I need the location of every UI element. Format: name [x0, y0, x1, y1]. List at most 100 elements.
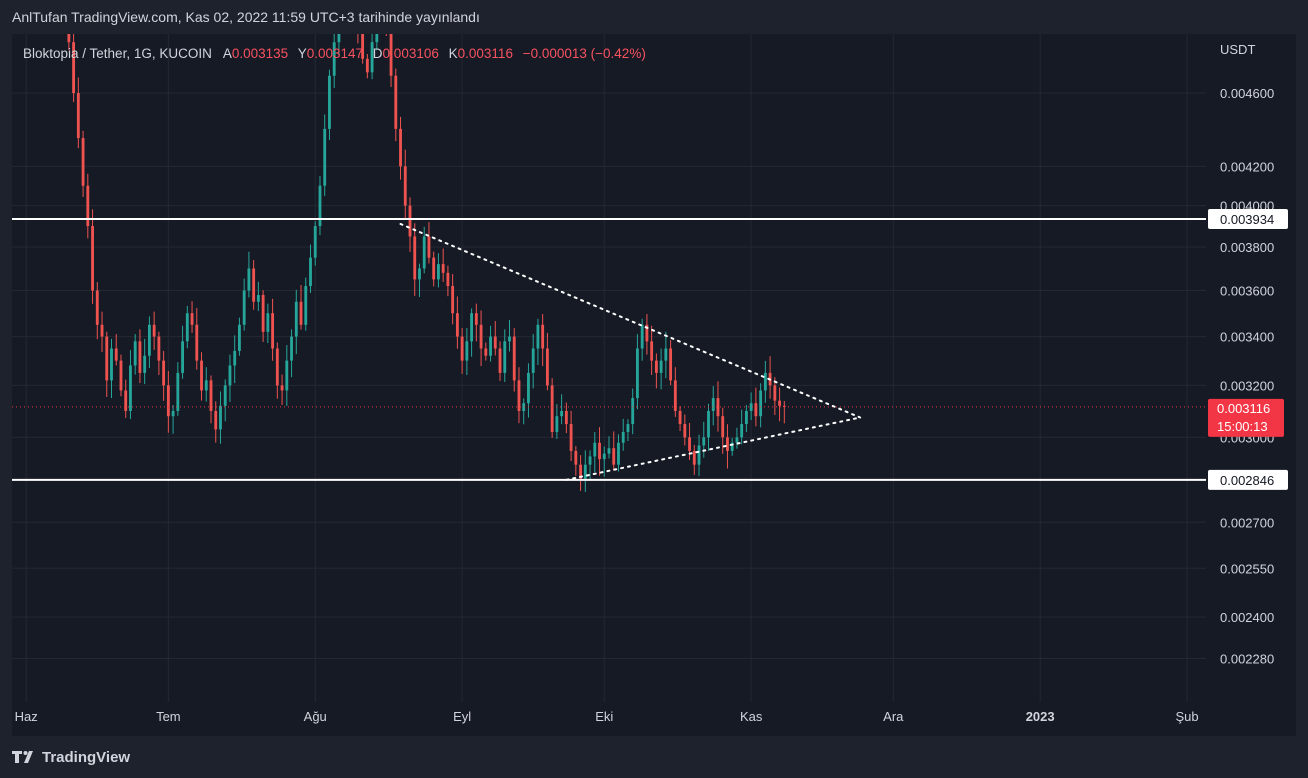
candle	[673, 367, 677, 417]
candle-body	[238, 324, 241, 351]
candle	[138, 329, 142, 384]
triangle-upper-line	[399, 222, 862, 419]
candle-body	[716, 398, 720, 417]
level-price-label-bg	[1208, 469, 1288, 490]
candle	[361, 34, 365, 64]
chart-panel[interactable]: USDT 0.004600 0.004200 0.004000 0.003800 0.00…	[12, 34, 1296, 736]
candle-body	[157, 336, 161, 361]
candle-body	[256, 295, 260, 302]
candle	[328, 69, 331, 141]
level-price-label-text: 0.003934	[1220, 212, 1274, 227]
candle-body	[512, 336, 516, 381]
candle	[437, 253, 440, 288]
candle	[147, 316, 151, 368]
candle-body	[621, 432, 625, 443]
candle-body	[129, 365, 132, 411]
candle	[200, 352, 203, 401]
candle-body	[299, 301, 303, 325]
high-value: 0.003147	[306, 46, 364, 61]
candle	[470, 308, 474, 357]
candle-body	[147, 324, 151, 356]
candle-body	[697, 445, 701, 465]
candle	[114, 334, 118, 366]
candle	[105, 331, 109, 397]
candle-body	[441, 264, 445, 273]
candle	[389, 34, 393, 87]
candle-body	[290, 336, 293, 361]
candle	[385, 34, 387, 37]
candle	[626, 419, 630, 442]
price-tick-label: 0.003800	[1220, 240, 1274, 255]
candle	[721, 407, 725, 454]
candle-body	[460, 336, 464, 361]
candle-body	[323, 128, 327, 186]
price-tick-label: 0.002400	[1220, 610, 1274, 625]
candle	[612, 431, 616, 471]
level-price-label: 0.003934	[1208, 209, 1288, 230]
candle	[726, 424, 729, 469]
candle	[176, 362, 180, 416]
candle	[759, 383, 763, 428]
footer: TradingView	[12, 746, 130, 768]
price-axis: USDT0.0046000.0042000.0040000.0038000.00…	[1206, 34, 1296, 736]
candle-body	[602, 453, 606, 460]
candle	[133, 334, 137, 375]
candle-body	[403, 166, 407, 206]
candle-body	[730, 442, 734, 451]
candle	[773, 376, 777, 416]
tradingview-logo-icon[interactable]	[12, 749, 38, 765]
candle	[536, 318, 540, 366]
candle	[152, 311, 156, 350]
candle	[91, 209, 94, 304]
candle-body	[394, 75, 398, 129]
price-axis-bg	[1206, 34, 1296, 736]
tradingview-brand[interactable]: TradingView	[42, 748, 131, 766]
time-tick-label: Şub	[1175, 709, 1198, 724]
candle-body	[759, 390, 763, 417]
candle-body	[76, 93, 80, 139]
candle	[489, 325, 492, 362]
candle-body	[252, 268, 256, 302]
triangle-lower-line	[565, 416, 862, 481]
candle	[744, 404, 748, 433]
time-tick-label: Ağu	[304, 709, 327, 724]
candle	[271, 298, 275, 361]
candle-body	[171, 410, 175, 417]
candle	[740, 409, 744, 445]
candle	[223, 379, 227, 422]
candle	[427, 222, 431, 264]
candle	[669, 340, 673, 386]
candle-body	[114, 348, 118, 361]
candle-body	[493, 336, 497, 349]
last-price-value: 0.003116	[1217, 401, 1270, 416]
candle-body	[223, 385, 227, 406]
candle	[782, 400, 786, 424]
last-price-label-bg	[1208, 398, 1284, 437]
change-value: −0.000013 (−0.42%)	[522, 46, 646, 61]
candle-body	[555, 416, 559, 433]
candle-body	[294, 301, 298, 337]
candle	[716, 381, 720, 432]
candle-body	[166, 385, 170, 417]
level-price-label-text: 0.002846	[1220, 473, 1274, 488]
candle	[219, 391, 222, 444]
candle-body	[413, 236, 417, 280]
candle	[294, 289, 298, 355]
candle-body	[361, 34, 365, 59]
candle	[408, 197, 412, 252]
candle	[692, 444, 696, 475]
candle-body	[143, 355, 147, 373]
last-price-countdown: 15:00:13	[1217, 419, 1268, 434]
candle	[583, 450, 587, 493]
candlestick-chart[interactable]: USDT0.0046000.0042000.0040000.0038000.00…	[12, 34, 1296, 736]
candle-body	[72, 42, 76, 94]
candle	[157, 331, 161, 375]
candle	[204, 367, 208, 402]
candle-body	[138, 341, 142, 373]
candle	[446, 265, 450, 297]
candle	[512, 328, 516, 392]
level-price-label: 0.002846	[1208, 469, 1288, 490]
price-tick-label: 0.002700	[1220, 515, 1274, 530]
candle-body	[522, 403, 526, 411]
candle	[560, 394, 564, 425]
